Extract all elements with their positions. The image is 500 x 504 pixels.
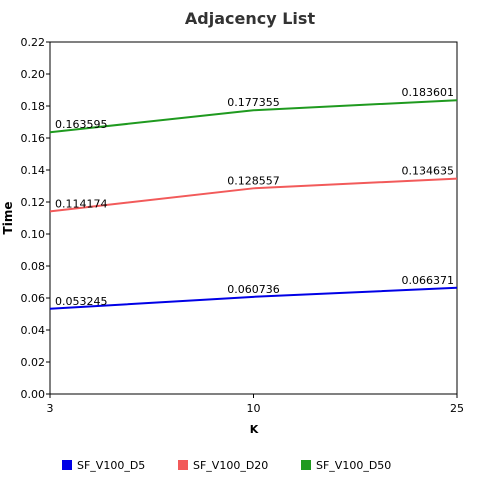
x-axis: 3 10 25 <box>47 394 465 415</box>
legend-swatch <box>62 460 72 470</box>
y-tick-label: 0.00 <box>21 388 46 401</box>
y-tick-label: 0.18 <box>21 100 46 113</box>
y-tick-label: 0.12 <box>21 196 46 209</box>
y-tick-label: 0.04 <box>21 324 46 337</box>
data-label: 0.183601 <box>402 86 455 99</box>
y-tick-label: 0.06 <box>21 292 46 305</box>
x-tick-label: 10 <box>247 402 261 415</box>
plot-area-frame <box>50 42 457 394</box>
y-axis-title: Time <box>1 202 15 235</box>
data-label: 0.066371 <box>402 274 455 287</box>
data-label: 0.053245 <box>55 295 108 308</box>
x-tick-label: 25 <box>450 402 464 415</box>
y-tick-label: 0.10 <box>21 228 46 241</box>
y-axis: 0.00 0.02 0.04 0.06 0.08 0.10 0.12 0.14 0.16 0.18… <box>21 36 51 401</box>
data-label: 0.163595 <box>55 118 108 131</box>
legend-label: SF_V100_D50 <box>316 459 391 472</box>
x-tick-label: 3 <box>47 402 54 415</box>
y-tick-label: 0.08 <box>21 260 46 273</box>
y-tick-label: 0.16 <box>21 132 46 145</box>
data-label: 0.128557 <box>227 174 280 187</box>
y-tick-label: 0.14 <box>21 164 46 177</box>
legend: SF_V100_D5 SF_V100_D20 SF_V100_D50 <box>62 459 391 472</box>
data-label: 0.060736 <box>227 283 280 296</box>
legend-swatch <box>178 460 188 470</box>
data-label: 0.114174 <box>55 197 108 210</box>
x-axis-title: K <box>250 423 259 436</box>
chart-title: Adjacency List <box>185 9 316 28</box>
y-tick-label: 0.02 <box>21 356 46 369</box>
data-label: 0.134635 <box>402 165 455 178</box>
y-tick-label: 0.22 <box>21 36 46 49</box>
legend-label: SF_V100_D5 <box>77 459 145 472</box>
y-tick-label: 0.20 <box>21 68 46 81</box>
legend-label: SF_V100_D20 <box>193 459 268 472</box>
data-label: 0.177355 <box>227 96 280 109</box>
series-layer: 0.053245 0.060736 0.066371 0.114174 0.128557… <box>50 86 457 309</box>
legend-swatch <box>301 460 311 470</box>
